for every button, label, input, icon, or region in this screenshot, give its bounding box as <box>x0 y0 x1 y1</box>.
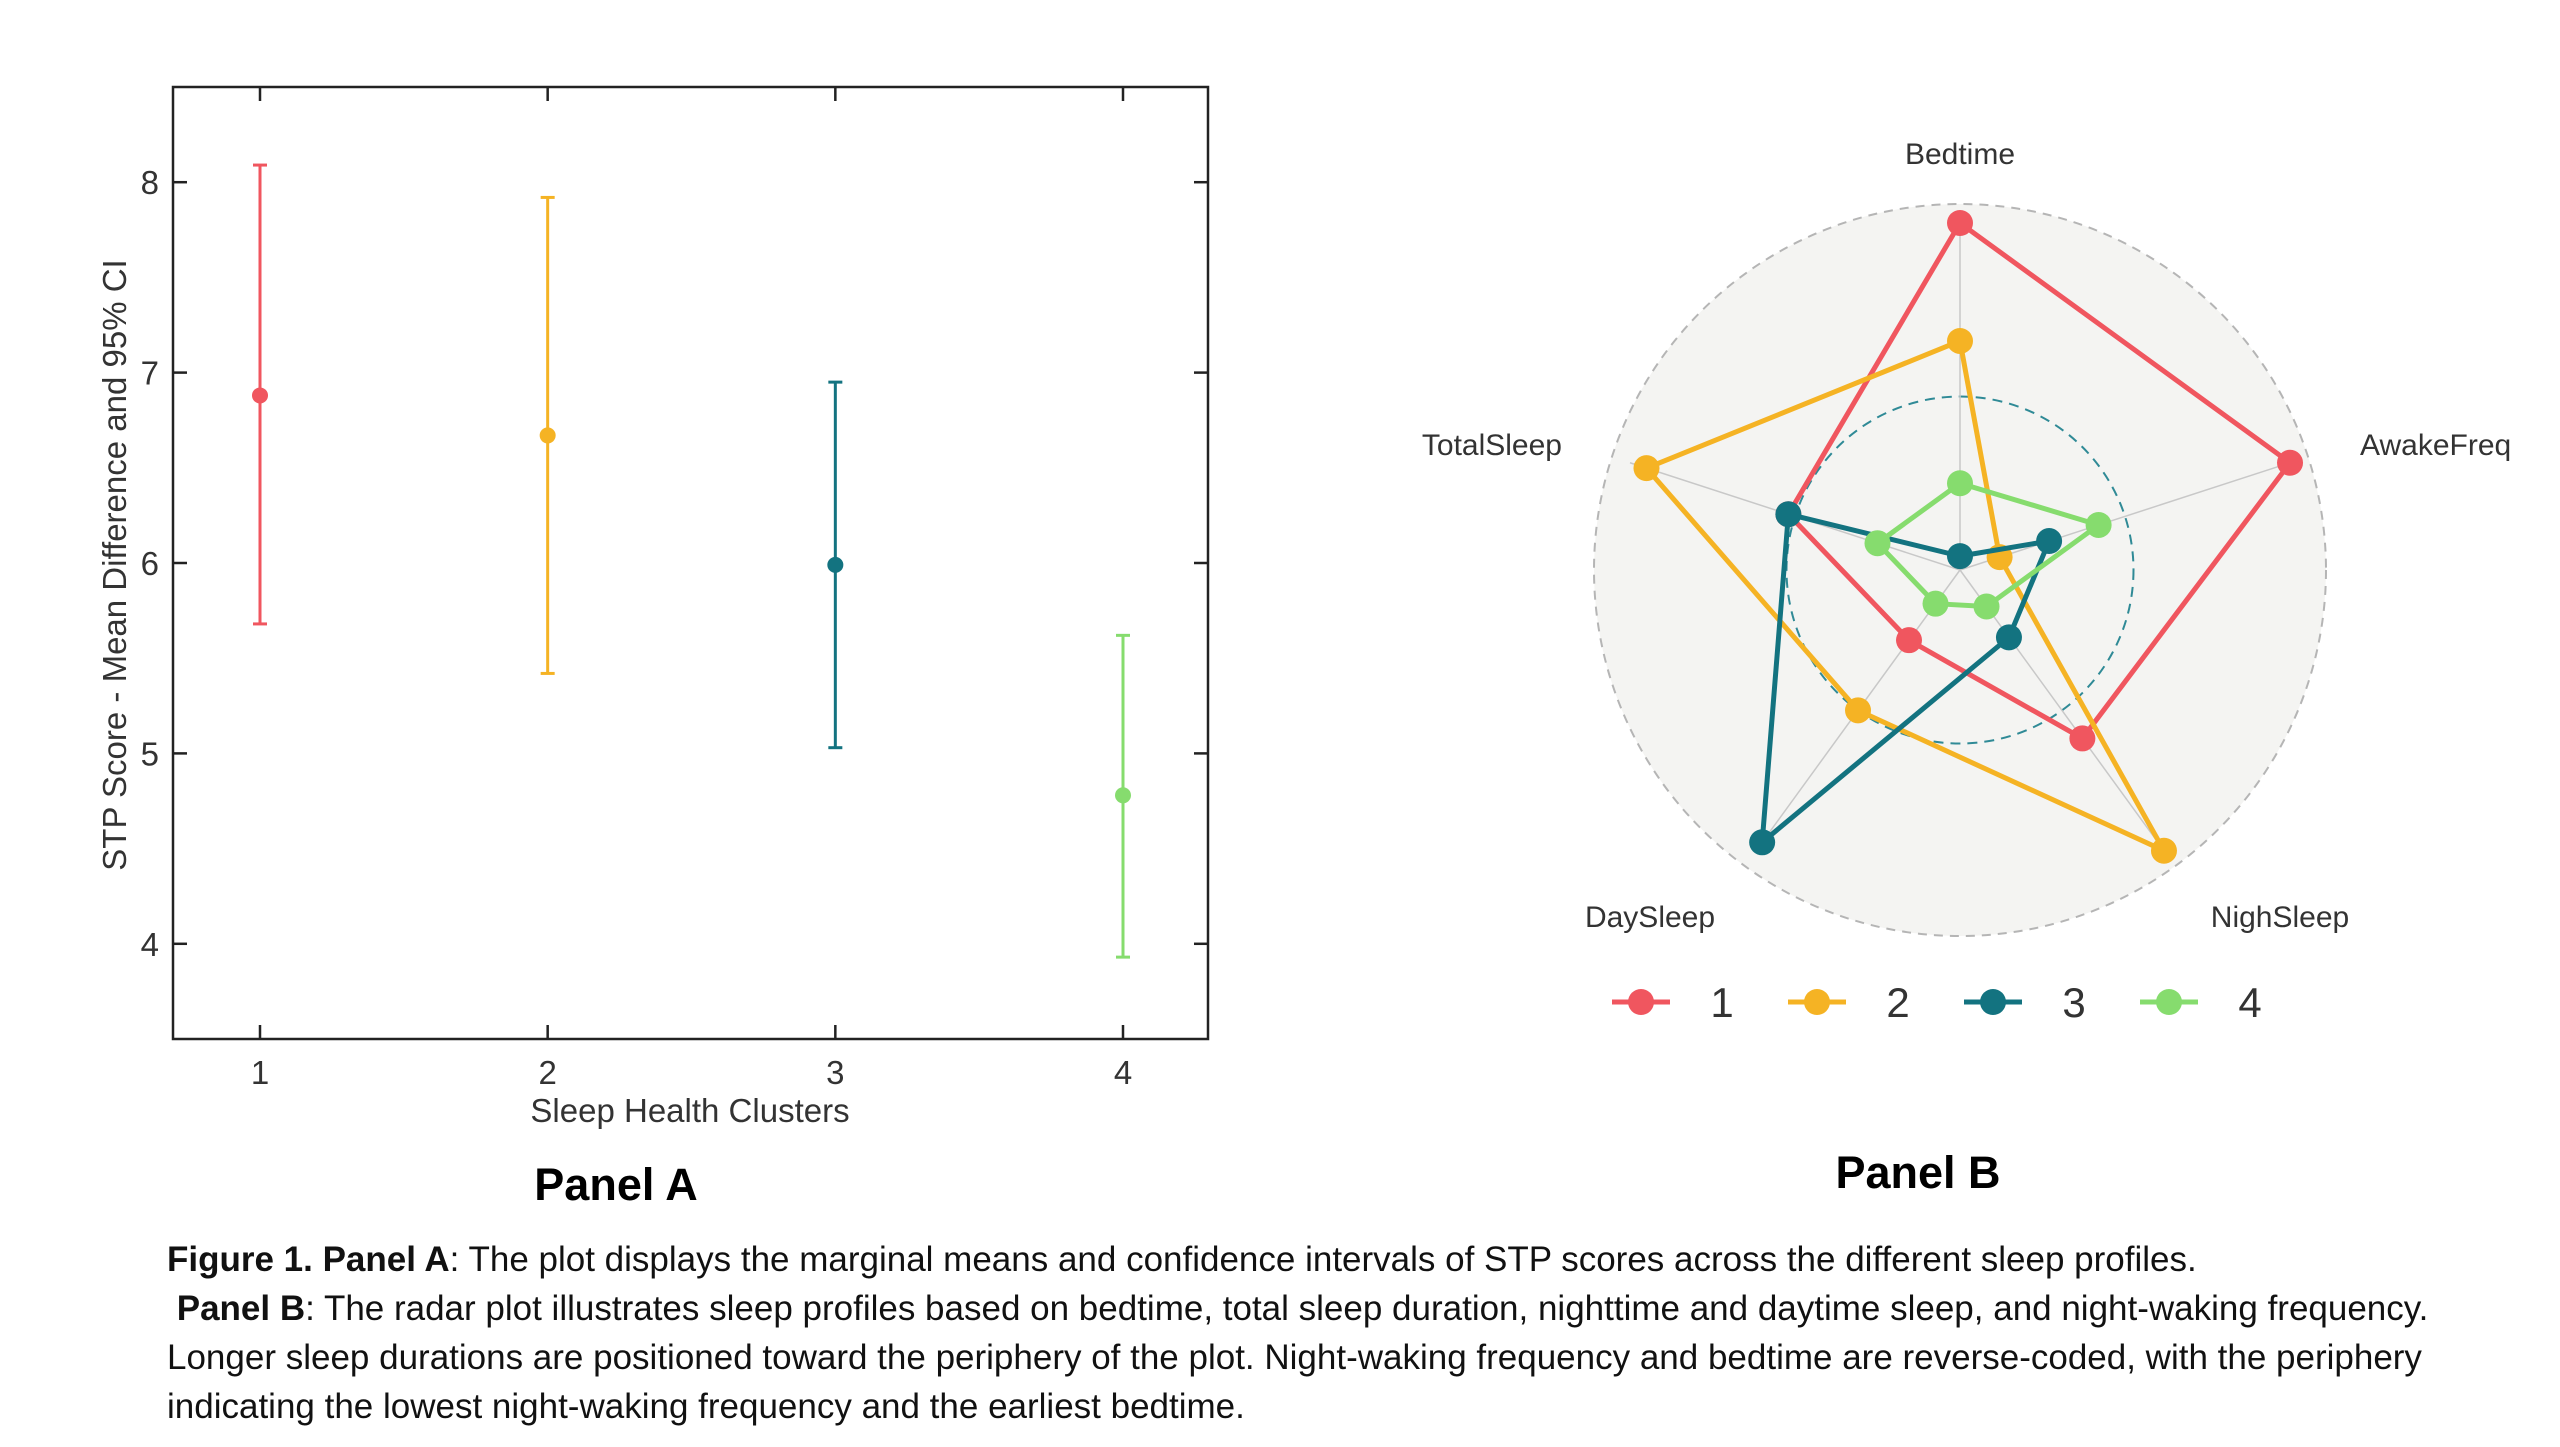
y-tick-label: 8 <box>141 164 159 201</box>
mean-point-cluster-4 <box>1115 787 1131 804</box>
radar-point-2-nighsleep <box>2150 837 2177 864</box>
axis-label-totalsleep: TotalSleep <box>1422 429 1562 462</box>
spoke-awakefreq <box>1959 462 2291 571</box>
radar-axis-labels: Bedtime AwakeFreq NighSleep DaySleep TotalSl… <box>1422 138 2511 934</box>
legend-item-4: 4 <box>2140 979 2262 1026</box>
radar-point-4-nighsleep <box>1973 593 2000 620</box>
radar-point-2-bedtime <box>1947 327 1973 354</box>
panel-a-plot-frame <box>171 85 1210 1041</box>
mean-point-cluster-1 <box>252 387 268 404</box>
mean-point-cluster-2 <box>539 427 556 444</box>
mean-point-cluster-3 <box>827 556 844 573</box>
radar-point-4-daysleep <box>1922 590 1949 617</box>
caption-line-1: Figure 1. Panel A: The plot displays the… <box>167 1235 2467 1284</box>
y-tick-label: 5 <box>141 735 159 772</box>
radar-point-3-totalsleep <box>1775 501 1802 528</box>
radar-series-2-line <box>1643 338 2167 854</box>
radar-point-3-nighsleep <box>1995 624 2022 651</box>
radar-point-1-bedtime <box>1947 210 1973 236</box>
panel-a-x-axis-title: Sleep Health Clusters <box>530 1092 849 1129</box>
legend: 1 2 3 4 <box>1612 979 2262 1026</box>
radar-series <box>1633 210 2304 864</box>
x-tick-label: 2 <box>538 1054 556 1091</box>
radar-series-1-line <box>1785 220 2293 741</box>
figure-caption: Figure 1. Panel A: The plot displays the… <box>167 1235 2467 1431</box>
radar-point-4-bedtime <box>1947 470 1973 497</box>
legend-marker <box>1980 989 2006 1015</box>
radar-point-3-awakefreq <box>2036 528 2063 555</box>
radar-point-2-totalsleep <box>1633 455 1660 482</box>
caption-panel-a-text: : The plot displays the marginal means a… <box>449 1240 2197 1279</box>
legend-marker <box>2156 989 2182 1015</box>
panel-b-chart: Bedtime AwakeFreq NighSleep DaySleep TotalSl… <box>1422 138 2511 1198</box>
axis-label-nighsleep: NighSleep <box>2211 901 2349 934</box>
panel-a-chart: 4 5 6 7 8 1 2 3 4 Sleep Health Clusters STP Sco… <box>96 85 1210 1210</box>
radar-point-1-daysleep <box>1896 627 1923 654</box>
radar-point-1-nighsleep <box>2069 725 2096 752</box>
panel-a-label: Panel A <box>534 1159 697 1210</box>
legend-item-1: 1 <box>1612 979 1734 1026</box>
panel-a-series <box>252 163 1131 959</box>
legend-marker <box>1628 989 1654 1015</box>
legend-item-2: 2 <box>1788 979 1910 1026</box>
y-tick-label: 4 <box>141 926 159 963</box>
legend-label: 4 <box>2238 979 2261 1026</box>
legend-label: 1 <box>1710 979 1733 1026</box>
legend-label: 2 <box>1886 979 1909 1026</box>
caption-panel-b-text: : The radar plot illustrates sleep profi… <box>167 1289 2429 1426</box>
radar-point-3-daysleep <box>1749 829 1776 856</box>
y-tick-label: 6 <box>141 545 159 582</box>
caption-panel-b-label: Panel B <box>176 1289 306 1328</box>
axis-label-bedtime: Bedtime <box>1905 138 2015 171</box>
y-tick-label: 7 <box>141 355 159 392</box>
radar-point-1-awakefreq <box>2277 449 2304 476</box>
x-tick-label: 4 <box>1114 1054 1132 1091</box>
radar-point-2-daysleep <box>1845 697 1872 724</box>
panel-a-x-axis: 1 2 3 4 <box>251 87 1132 1091</box>
radar-series-4-line <box>1874 480 2102 609</box>
radar-point-4-totalsleep <box>1864 530 1891 557</box>
radar-point-4-awakefreq <box>2085 511 2112 538</box>
radar-series-3-line <box>1759 511 2052 845</box>
caption-line-2: Panel B: The radar plot illustrates slee… <box>167 1284 2467 1431</box>
radar-point-3-bedtime <box>1947 543 1973 570</box>
panel-a-y-axis: 4 5 6 7 8 <box>141 164 1208 963</box>
legend-item-3: 3 <box>1964 979 2086 1026</box>
axis-label-daysleep: DaySleep <box>1585 901 1715 934</box>
axis-label-awakefreq: AwakeFreq <box>2360 429 2511 462</box>
caption-figure-label: Figure 1. Panel A <box>167 1240 450 1279</box>
panel-b-label: Panel B <box>1835 1147 2000 1198</box>
panel-a-y-axis-title: STP Score - Mean Difference and 95% CI <box>96 259 133 870</box>
legend-label: 3 <box>2062 979 2085 1026</box>
legend-marker <box>1804 989 1830 1015</box>
x-tick-label: 3 <box>826 1054 844 1091</box>
x-tick-label: 1 <box>251 1054 269 1091</box>
